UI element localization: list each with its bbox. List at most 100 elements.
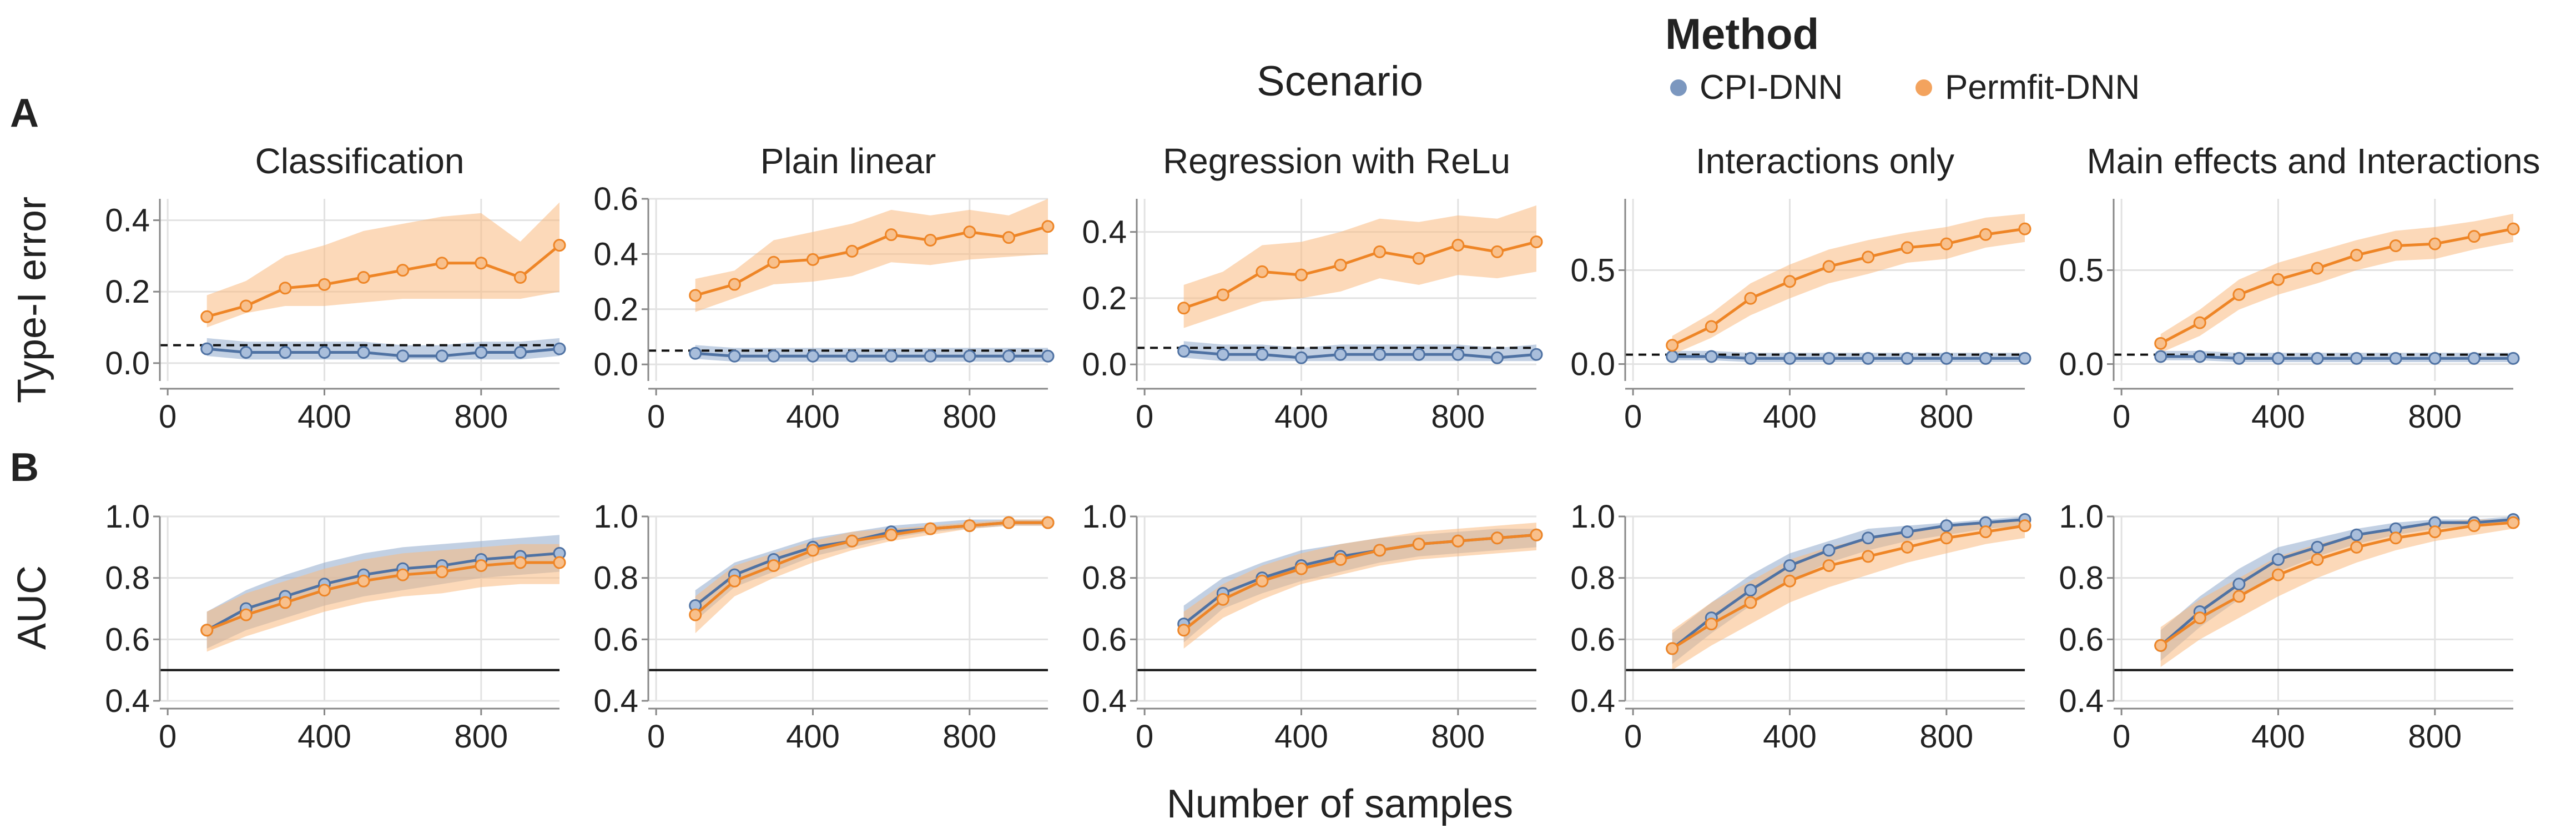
data-point-cpi-dnn[interactable] — [1901, 525, 1914, 539]
data-point-permfit-dnn[interactable] — [239, 299, 253, 313]
data-point-permfit-dnn[interactable] — [1373, 245, 1387, 258]
data-point-permfit-dnn[interactable] — [2232, 288, 2246, 301]
data-point-cpi-dnn[interactable] — [1744, 584, 1757, 597]
data-point-cpi-dnn[interactable] — [1334, 348, 1347, 361]
data-point-cpi-dnn[interactable] — [1041, 349, 1055, 363]
data-point-cpi-dnn[interactable] — [806, 349, 819, 363]
data-point-permfit-dnn[interactable] — [435, 257, 448, 270]
data-point-permfit-dnn[interactable] — [1177, 302, 1191, 315]
data-point-permfit-dnn[interactable] — [767, 255, 780, 269]
data-point-cpi-dnn[interactable] — [1294, 351, 1308, 364]
data-point-permfit-dnn[interactable] — [1822, 260, 1836, 273]
data-point-permfit-dnn[interactable] — [1002, 231, 1015, 244]
data-point-permfit-dnn[interactable] — [2271, 273, 2285, 286]
data-point-permfit-dnn[interactable] — [924, 522, 937, 535]
data-point-permfit-dnn[interactable] — [1177, 624, 1191, 637]
data-point-cpi-dnn[interactable] — [1901, 352, 1914, 365]
data-point-permfit-dnn[interactable] — [2467, 230, 2481, 243]
data-point-cpi-dnn[interactable] — [2350, 352, 2363, 365]
data-point-permfit-dnn[interactable] — [1744, 292, 1757, 305]
data-point-permfit-dnn[interactable] — [1334, 553, 1347, 566]
data-point-permfit-dnn[interactable] — [689, 289, 702, 302]
data-point-cpi-dnn[interactable] — [553, 342, 566, 355]
data-point-permfit-dnn[interactable] — [435, 565, 448, 579]
data-point-permfit-dnn[interactable] — [1451, 238, 1465, 252]
data-point-permfit-dnn[interactable] — [1256, 574, 1269, 588]
data-point-permfit-dnn[interactable] — [1705, 618, 1718, 631]
data-point-permfit-dnn[interactable] — [553, 239, 566, 252]
data-point-permfit-dnn[interactable] — [1979, 525, 1992, 539]
data-point-cpi-dnn[interactable] — [2350, 528, 2363, 541]
data-point-permfit-dnn[interactable] — [2311, 553, 2324, 566]
data-point-permfit-dnn[interactable] — [767, 559, 780, 573]
data-point-permfit-dnn[interactable] — [728, 574, 741, 588]
data-point-permfit-dnn[interactable] — [806, 544, 819, 557]
data-point-cpi-dnn[interactable] — [1002, 349, 1015, 363]
data-point-permfit-dnn[interactable] — [1451, 534, 1465, 548]
data-point-permfit-dnn[interactable] — [357, 574, 370, 588]
data-point-cpi-dnn[interactable] — [239, 346, 253, 359]
data-point-cpi-dnn[interactable] — [435, 349, 448, 363]
data-point-permfit-dnn[interactable] — [2467, 519, 2481, 533]
data-point-permfit-dnn[interactable] — [845, 244, 859, 258]
data-point-cpi-dnn[interactable] — [767, 349, 780, 363]
data-point-permfit-dnn[interactable] — [357, 270, 370, 284]
data-point-permfit-dnn[interactable] — [553, 556, 566, 569]
data-point-permfit-dnn[interactable] — [1334, 258, 1347, 272]
data-point-permfit-dnn[interactable] — [1862, 550, 1875, 563]
data-point-permfit-dnn[interactable] — [317, 278, 331, 291]
data-point-cpi-dnn[interactable] — [2271, 553, 2285, 566]
data-point-permfit-dnn[interactable] — [2154, 337, 2167, 350]
data-point-permfit-dnn[interactable] — [2389, 239, 2402, 253]
data-point-permfit-dnn[interactable] — [1412, 538, 1425, 551]
data-point-cpi-dnn[interactable] — [689, 347, 702, 360]
data-point-permfit-dnn[interactable] — [1041, 220, 1055, 233]
data-point-permfit-dnn[interactable] — [2311, 262, 2324, 275]
data-point-permfit-dnn[interactable] — [1979, 228, 1992, 241]
data-point-cpi-dnn[interactable] — [1216, 348, 1229, 361]
data-point-permfit-dnn[interactable] — [1294, 562, 1308, 575]
data-point-permfit-dnn[interactable] — [279, 596, 292, 609]
data-point-cpi-dnn[interactable] — [885, 349, 898, 363]
data-point-cpi-dnn[interactable] — [2193, 350, 2206, 363]
data-point-permfit-dnn[interactable] — [2193, 611, 2206, 625]
data-point-permfit-dnn[interactable] — [1940, 531, 1953, 545]
data-point-permfit-dnn[interactable] — [885, 528, 898, 541]
data-point-cpi-dnn[interactable] — [2311, 352, 2324, 365]
data-point-cpi-dnn[interactable] — [396, 349, 410, 363]
data-point-permfit-dnn[interactable] — [2193, 316, 2206, 329]
data-point-permfit-dnn[interactable] — [1666, 642, 1679, 655]
data-point-permfit-dnn[interactable] — [728, 278, 741, 291]
data-point-permfit-dnn[interactable] — [1256, 265, 1269, 278]
legend-item-permfit-dnn[interactable]: Permfit-DNN — [1915, 68, 2140, 107]
data-point-permfit-dnn[interactable] — [806, 253, 819, 266]
data-point-cpi-dnn[interactable] — [1979, 352, 1992, 365]
data-point-cpi-dnn[interactable] — [1822, 544, 1836, 557]
data-point-permfit-dnn[interactable] — [1041, 516, 1055, 529]
data-point-cpi-dnn[interactable] — [1705, 350, 1718, 363]
data-point-permfit-dnn[interactable] — [1901, 241, 1914, 254]
data-point-permfit-dnn[interactable] — [963, 519, 976, 533]
data-point-permfit-dnn[interactable] — [1490, 245, 1504, 258]
data-point-permfit-dnn[interactable] — [396, 264, 410, 277]
data-point-cpi-dnn[interactable] — [1783, 559, 1796, 573]
data-point-permfit-dnn[interactable] — [1666, 339, 1679, 352]
data-point-cpi-dnn[interactable] — [1862, 531, 1875, 545]
data-point-cpi-dnn[interactable] — [1666, 350, 1679, 363]
data-point-cpi-dnn[interactable] — [357, 346, 370, 359]
data-point-permfit-dnn[interactable] — [1216, 288, 1229, 302]
data-point-permfit-dnn[interactable] — [2428, 525, 2442, 539]
data-point-permfit-dnn[interactable] — [1783, 574, 1796, 588]
data-point-permfit-dnn[interactable] — [1530, 235, 1543, 249]
data-point-cpi-dnn[interactable] — [2467, 352, 2481, 365]
data-point-permfit-dnn[interactable] — [963, 225, 976, 239]
data-point-cpi-dnn[interactable] — [1451, 348, 1465, 361]
data-point-permfit-dnn[interactable] — [1294, 268, 1308, 282]
data-point-cpi-dnn[interactable] — [845, 349, 859, 363]
data-point-cpi-dnn[interactable] — [1373, 348, 1387, 361]
data-point-cpi-dnn[interactable] — [1490, 351, 1504, 364]
data-point-permfit-dnn[interactable] — [1744, 596, 1757, 609]
data-point-cpi-dnn[interactable] — [963, 349, 976, 363]
data-point-permfit-dnn[interactable] — [396, 568, 410, 581]
legend-item-cpi-dnn[interactable]: CPI-DNN — [1670, 68, 1843, 107]
